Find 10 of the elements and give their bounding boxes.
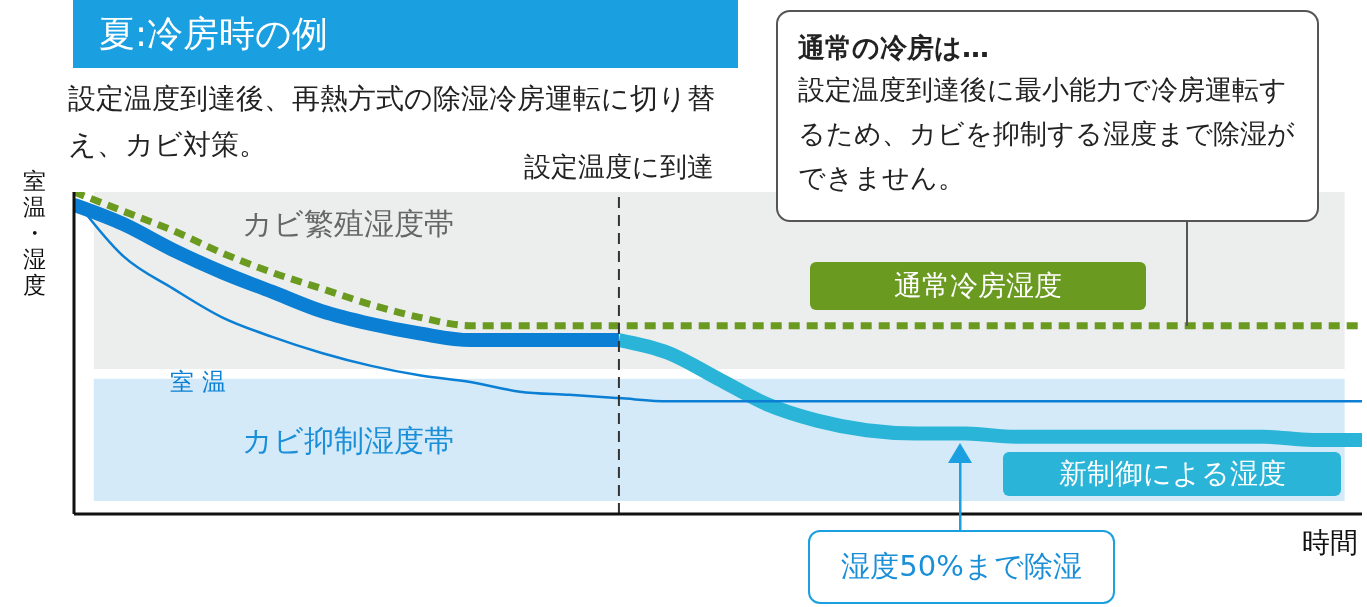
band-label: カビ抑制湿度帯 [241,422,454,458]
series-label: 室 温 [170,367,227,398]
band-label: カビ繁殖湿度帯 [241,206,454,241]
annotation: 設定温度到達後に最小能力で冷房運転するため、カビを抑制する湿度まで除湿ができません。 [798,73,1296,195]
series-label: 新制御による湿度 [1003,452,1341,496]
text: 湿度50%まで除湿 [808,530,1115,604]
x-axis-title: 時間 [1302,525,1358,561]
y-axis-title: 室温・湿度 [21,168,47,298]
chart-title: 夏:冷房時の例 [73,0,738,68]
series-label: 通常冷房湿度 [810,262,1146,310]
